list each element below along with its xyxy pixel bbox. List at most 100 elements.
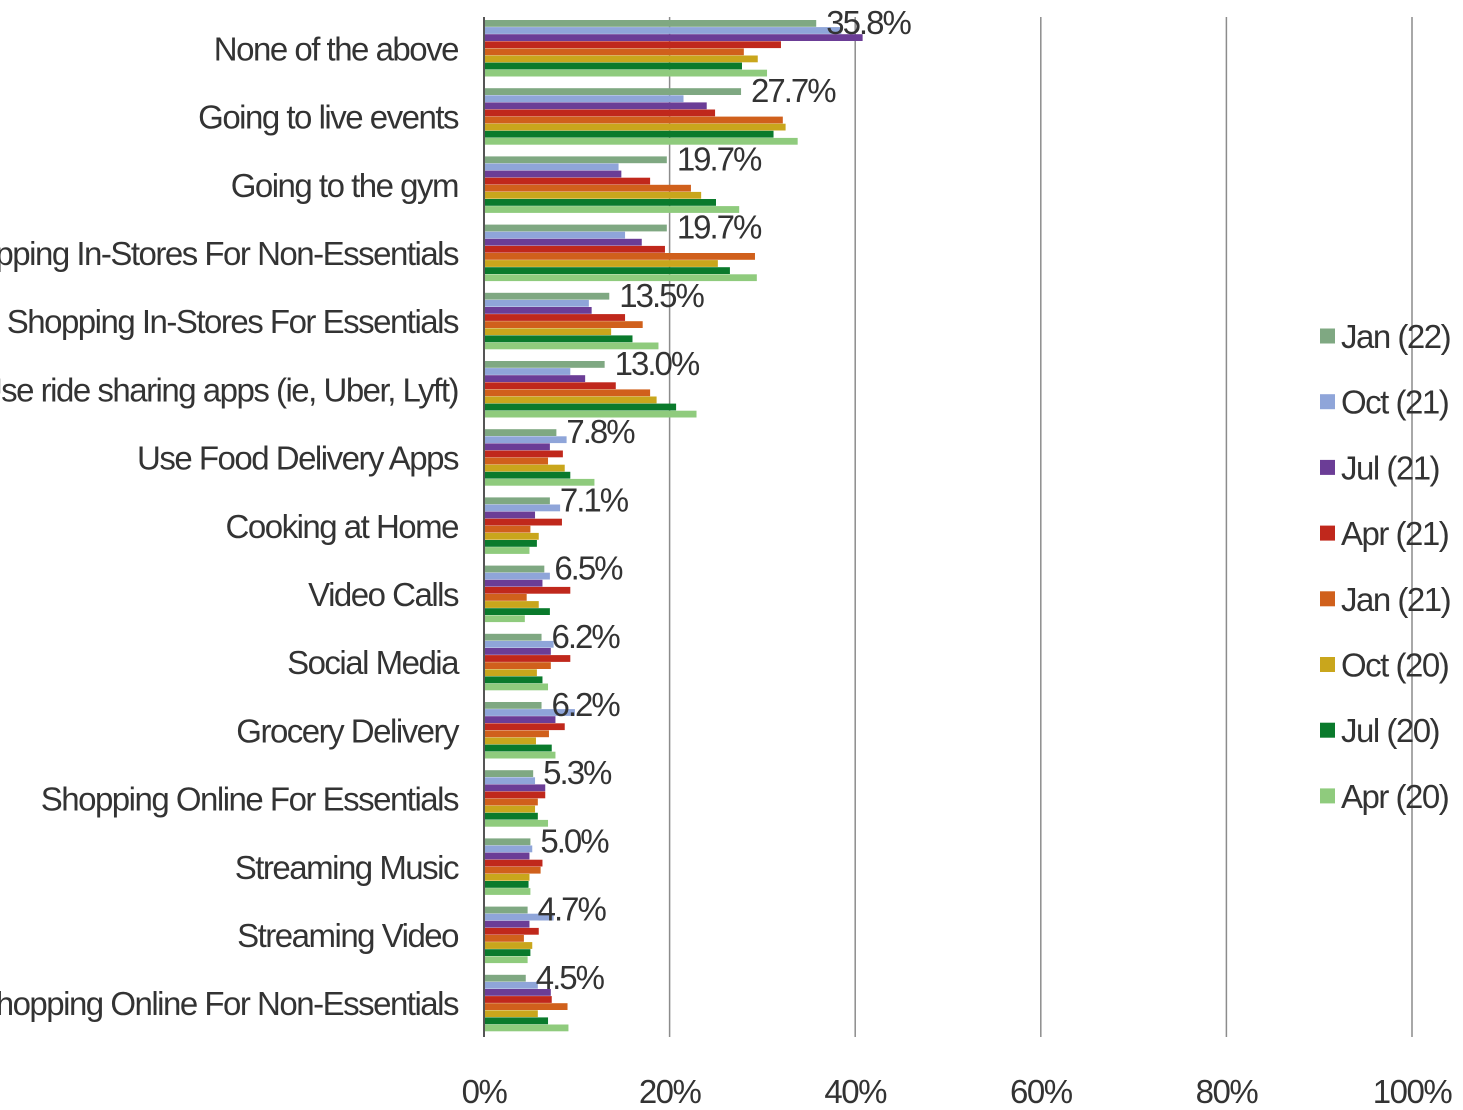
bar-going-to-live-events-oct-20 <box>485 123 786 131</box>
bar-streaming-music-jan-22 <box>485 838 531 846</box>
bar-shopping-online-for-essentials-jan-21 <box>485 798 538 806</box>
legend-item-jan-21[interactable]: Jan (21) <box>1320 581 1452 618</box>
bar-use-ride-sharing-apps-ie-uber-lyft-jul-20 <box>485 403 677 411</box>
bar-shopping-in-stores-for-essentials-oct-20 <box>485 328 612 336</box>
data-label-shopping-in-stores-for-non-essentials: 19.7% <box>677 209 762 246</box>
bar-none-of-the-above-jul-20 <box>485 62 742 70</box>
bar-shopping-in-stores-for-essentials-jan-21 <box>485 321 643 328</box>
bar-cooking-at-home-apr-21 <box>485 518 562 526</box>
bar-going-to-the-gym-jan-21 <box>485 184 691 192</box>
bar-shopping-online-for-non-essentials-apr-21 <box>485 996 552 1003</box>
bar-cooking-at-home-oct-20 <box>485 532 539 540</box>
legend-item-jul-21[interactable]: Jul (21) <box>1320 449 1441 486</box>
bar-grocery-delivery-jul-20 <box>485 744 552 752</box>
legend-item-jan-22[interactable]: Jan (22) <box>1320 318 1452 355</box>
legend-swatch-jan-22 <box>1320 328 1335 344</box>
bar-video-calls-jul-21 <box>485 579 543 587</box>
bar-shopping-in-stores-for-non-essentials-jan-21 <box>485 253 755 260</box>
bar-video-calls-jan-21 <box>485 594 527 601</box>
legend-item-oct-21[interactable]: Oct (21) <box>1320 384 1450 421</box>
category-label-streaming-music: Streaming Music <box>235 849 459 886</box>
bar-going-to-live-events-apr-20 <box>485 137 798 145</box>
bar-none-of-the-above-jul-21 <box>485 34 863 41</box>
data-label-shopping-online-for-essentials: 5.3% <box>543 754 612 791</box>
legend-swatch-apr-21 <box>1320 525 1335 541</box>
legend-item-apr-20[interactable]: Apr (20) <box>1320 778 1450 815</box>
bar-none-of-the-above-jan-22 <box>485 20 817 27</box>
bar-use-food-delivery-apps-oct-20 <box>485 464 565 472</box>
bar-streaming-music-oct-20 <box>485 873 530 881</box>
bar-video-calls-oct-20 <box>485 601 539 608</box>
bar-none-of-the-above-apr-20 <box>485 69 768 77</box>
bar-streaming-video-oct-20 <box>485 942 533 949</box>
category-label-shopping-online-for-non-essentials: Shopping Online For Non-Essentials <box>0 985 459 1022</box>
data-label-streaming-video: 4.7% <box>538 891 607 928</box>
bar-streaming-music-apr-21 <box>485 859 543 867</box>
bar-use-ride-sharing-apps-ie-uber-lyft-apr-21 <box>485 382 616 390</box>
bar-video-calls-jan-22 <box>485 565 545 573</box>
legend-item-oct-20[interactable]: Oct (20) <box>1320 647 1450 684</box>
bar-shopping-online-for-non-essentials-jan-22 <box>485 974 526 982</box>
bar-going-to-the-gym-apr-20 <box>485 206 740 213</box>
legend[interactable]: Jan (22) Oct (21) Jul (21) Apr (21) Jan (21)… <box>1320 318 1452 815</box>
bar-cooking-at-home-apr-20 <box>485 547 530 554</box>
legend-swatch-jul-21 <box>1320 459 1335 475</box>
data-label-cooking-at-home: 7.1% <box>560 481 629 518</box>
bar-cooking-at-home-jan-22 <box>485 497 550 505</box>
bar-cooking-at-home-oct-21 <box>485 504 561 512</box>
bar-use-ride-sharing-apps-ie-uber-lyft-jan-22 <box>485 361 605 368</box>
bars <box>485 20 863 1032</box>
bar-cooking-at-home-jul-20 <box>485 540 537 547</box>
bar-use-food-delivery-apps-apr-21 <box>485 450 563 458</box>
bar-none-of-the-above-apr-21 <box>485 41 781 49</box>
bar-going-to-the-gym-oct-21 <box>485 163 619 171</box>
legend-label-jan-21: Jan (21) <box>1341 581 1450 618</box>
bar-use-ride-sharing-apps-ie-uber-lyft-jan-21 <box>485 389 651 397</box>
bar-shopping-online-for-non-essentials-oct-21 <box>485 981 538 989</box>
bar-streaming-music-jul-21 <box>485 852 530 860</box>
bar-video-calls-apr-21 <box>485 586 571 594</box>
bar-shopping-in-stores-for-non-essentials-apr-20 <box>485 274 757 282</box>
bar-going-to-live-events-jul-21 <box>485 102 707 110</box>
legend-swatch-oct-21 <box>1320 394 1335 410</box>
legend-swatch-oct-20 <box>1320 657 1335 672</box>
category-label-cooking-at-home: Cooking at Home <box>226 508 459 545</box>
category-labels: None of the above Going to live events Goi… <box>0 30 462 1022</box>
bar-shopping-in-stores-for-essentials-jul-21 <box>485 307 592 314</box>
bar-shopping-in-stores-for-essentials-jan-22 <box>485 292 610 300</box>
bar-grocery-delivery-apr-21 <box>485 723 565 731</box>
category-label-shopping-in-stores-for-non-essentials: Shopping In-Stores For Non-Essentials <box>0 235 459 272</box>
legend-item-jul-20[interactable]: Jul (20) <box>1320 712 1441 749</box>
legend-item-apr-21[interactable]: Apr (21) <box>1320 515 1450 552</box>
category-label-use-ride-sharing-apps-ie-uber-lyft: Use ride sharing apps (ie, Uber, Lyft) <box>0 371 458 408</box>
bar-streaming-video-jan-21 <box>485 935 524 942</box>
legend-label-jul-20: Jul (20) <box>1341 712 1439 749</box>
category-label-shopping-online-for-essentials: Shopping Online For Essentials <box>41 781 459 818</box>
bar-streaming-video-oct-21 <box>485 913 554 921</box>
bar-streaming-video-apr-20 <box>485 956 528 964</box>
bar-going-to-the-gym-jul-21 <box>485 170 622 178</box>
legend-label-oct-20: Oct (20) <box>1341 647 1448 684</box>
x-tick-label-100: 100% <box>1373 1073 1453 1110</box>
category-label-video-calls: Video Calls <box>308 576 459 613</box>
bar-shopping-in-stores-for-essentials-oct-21 <box>485 299 589 307</box>
bar-cooking-at-home-jan-21 <box>485 525 531 533</box>
bar-shopping-in-stores-for-non-essentials-apr-21 <box>485 245 665 253</box>
bar-social-media-jan-22 <box>485 633 542 641</box>
legend-swatch-jan-21 <box>1320 591 1335 607</box>
x-tick-label-20: 20% <box>639 1073 702 1110</box>
bar-none-of-the-above-oct-21 <box>485 27 842 34</box>
category-label-use-food-delivery-apps: Use Food Delivery Apps <box>137 440 459 477</box>
category-label-grocery-delivery: Grocery Delivery <box>236 712 460 749</box>
bar-social-media-jul-20 <box>485 676 543 684</box>
data-label-video-calls: 6.5% <box>554 550 623 587</box>
bar-use-food-delivery-apps-apr-20 <box>485 478 595 486</box>
data-label-going-to-the-gym: 19.7% <box>677 140 762 177</box>
bar-streaming-music-oct-21 <box>485 845 533 853</box>
category-label-going-to-the-gym: Going to the gym <box>231 167 458 204</box>
bar-going-to-the-gym-jan-22 <box>485 156 667 164</box>
bar-use-ride-sharing-apps-ie-uber-lyft-oct-21 <box>485 368 571 375</box>
bar-shopping-online-for-non-essentials-oct-20 <box>485 1010 538 1018</box>
bar-use-ride-sharing-apps-ie-uber-lyft-apr-20 <box>485 410 697 418</box>
bar-going-to-the-gym-apr-21 <box>485 177 651 185</box>
